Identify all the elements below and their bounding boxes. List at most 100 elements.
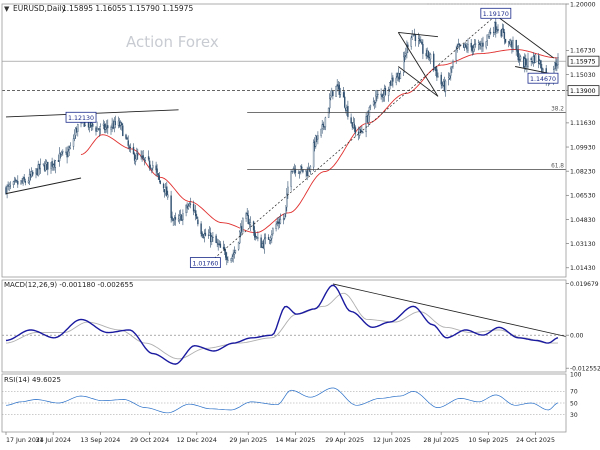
candle-body — [174, 217, 177, 220]
candle-body — [314, 141, 316, 147]
candle-body — [482, 42, 484, 47]
candle-body — [526, 65, 528, 67]
candle-body — [555, 62, 557, 67]
candle-body — [68, 149, 70, 153]
candle-body — [102, 123, 105, 126]
candle-body — [50, 162, 52, 169]
candle-body — [290, 171, 292, 187]
price-y-tick-label: 1.20000 — [570, 1, 596, 8]
candle-body — [437, 75, 439, 78]
channel-upper-line — [398, 31, 439, 38]
candle-body — [27, 180, 30, 183]
candle-body — [234, 249, 237, 253]
candle-body — [14, 179, 17, 181]
candle-body — [382, 95, 384, 98]
candle-body — [317, 135, 319, 140]
candle-body — [61, 151, 63, 155]
candle-body — [357, 131, 360, 135]
fibonacci-level-label: 61.8 — [551, 163, 564, 169]
candle-body — [399, 73, 402, 79]
candle-body — [75, 128, 78, 132]
candle-body — [403, 56, 405, 74]
x-tick-label: 24 Oct 2025 — [516, 437, 555, 444]
candle-body — [426, 50, 428, 56]
rsi-group — [2, 387, 566, 415]
candle-body — [62, 151, 64, 153]
trendlines-group — [2, 3, 566, 267]
candle-body — [272, 228, 274, 234]
candle-body — [157, 173, 159, 176]
candle-body — [467, 44, 469, 51]
candle-body — [270, 237, 272, 241]
candle-body — [444, 80, 447, 92]
candle-body — [530, 58, 532, 61]
candle-body — [114, 121, 117, 126]
support-level-badge — [567, 85, 600, 97]
moving-average-group — [80, 49, 558, 234]
candle-body — [433, 53, 435, 68]
candle-body — [510, 40, 512, 45]
fibonacci-level-label: 38.2 — [551, 107, 564, 113]
candle-body — [292, 168, 294, 173]
candle-body — [487, 34, 489, 37]
candle-body — [369, 105, 372, 108]
candles-group — [5, 15, 559, 266]
candle-body — [419, 39, 421, 42]
candle-body — [342, 92, 345, 98]
x-tick-label: 17 Jun 2024 — [6, 437, 44, 444]
candle-body — [435, 66, 437, 71]
candle-body — [493, 31, 495, 33]
candle-body — [316, 136, 318, 140]
candle-body — [502, 28, 504, 34]
candle-body — [252, 221, 255, 231]
candle-body — [282, 218, 285, 220]
candle-body — [458, 43, 461, 46]
candle-body — [219, 243, 222, 248]
candle-body — [6, 186, 8, 194]
candle-body — [527, 58, 529, 67]
x-tick-label: 14 Mar 2025 — [275, 437, 315, 444]
candle-body — [118, 121, 121, 127]
candle-body — [488, 31, 491, 37]
candle-body — [230, 258, 232, 261]
candle-body — [450, 68, 452, 76]
annotation-1-12130-box — [65, 111, 97, 123]
candle-body — [148, 160, 151, 168]
chart-ohlc: 1.15895 1.16055 1.15790 1.15975 — [62, 4, 193, 13]
candle-body — [452, 61, 454, 67]
candle-body — [331, 89, 333, 97]
candle-body — [256, 237, 258, 239]
candle-body — [500, 30, 502, 37]
candle-body — [557, 57, 559, 65]
x-tick-label: 12 Jun 2025 — [373, 437, 411, 444]
candle-body — [127, 140, 129, 146]
annotation-1-14670-box — [527, 72, 559, 84]
candle-body — [125, 134, 127, 139]
candle-body — [209, 232, 212, 243]
candle-body — [119, 122, 122, 126]
candle-body — [377, 93, 379, 95]
macd-line — [5, 284, 559, 365]
candle-body — [203, 233, 206, 238]
triangle-upper-line — [495, 15, 554, 59]
candle-body — [170, 195, 172, 218]
candle-body — [384, 87, 387, 95]
lower-trendline-left — [5, 177, 82, 195]
candle-body — [518, 59, 521, 61]
candle-body — [36, 168, 38, 176]
candle-body — [472, 47, 474, 52]
candle-body — [517, 50, 519, 61]
candle-body — [202, 236, 204, 238]
candle-body — [99, 125, 102, 130]
candle-body — [98, 129, 101, 132]
candle-body — [136, 153, 138, 160]
candle-body — [362, 132, 364, 134]
candle-body — [338, 84, 340, 95]
candle-body — [504, 38, 507, 43]
rsi-y-tick-label: 70 — [570, 389, 578, 396]
candle-body — [395, 77, 397, 83]
annotations-group: 38.2 61.8 1.12130 1.01760 1.19170 1.14670 — [65, 7, 564, 268]
candle-body — [47, 161, 49, 170]
candle-body — [336, 84, 338, 87]
